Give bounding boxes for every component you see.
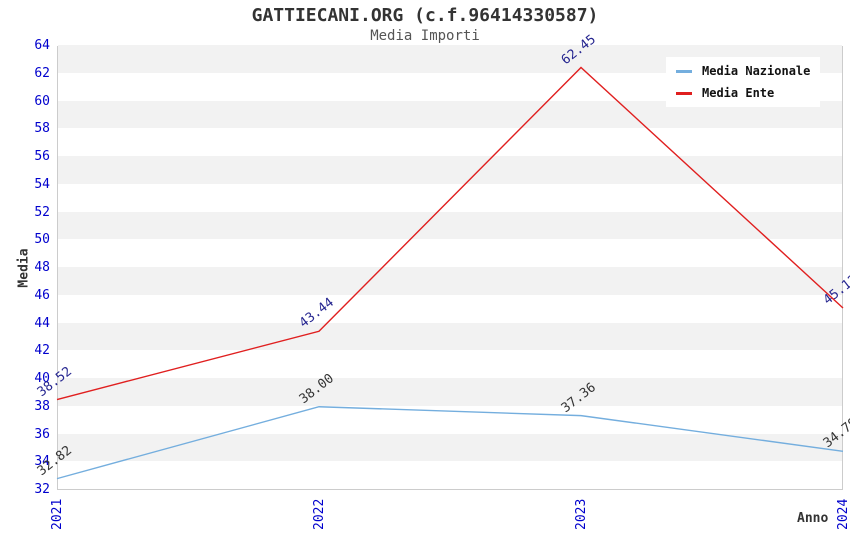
grid-band <box>58 267 842 295</box>
grid-band <box>58 378 842 406</box>
line-marker-icon <box>676 69 692 73</box>
legend-item-media-ente: Media Ente <box>676 86 810 100</box>
plot-area <box>57 45 843 490</box>
x-tick-label: 2023 <box>574 498 589 530</box>
y-tick-label: 46 <box>34 287 50 303</box>
grid-band <box>58 239 842 267</box>
legend-label: Media Ente <box>702 86 775 100</box>
chart-subtitle: Media Importi <box>370 28 480 44</box>
chart-title: GATTIECANI.ORG (c.f.96414330587) <box>251 5 599 26</box>
grid-band <box>58 183 842 212</box>
y-tick-label: 50 <box>34 232 50 248</box>
grid-band <box>58 211 842 240</box>
line-marker-icon <box>676 91 692 95</box>
grid-band <box>58 405 842 434</box>
x-axis-label: Anno <box>797 511 829 526</box>
legend: Media Nazionale Media Ente <box>666 57 821 107</box>
legend-item-media-nazionale: Media Nazionale <box>676 64 810 78</box>
y-tick-label: 42 <box>34 343 50 359</box>
y-tick-label: 36 <box>34 426 50 442</box>
y-tick-label: 38 <box>34 398 50 414</box>
x-tick-label: 2022 <box>312 498 327 530</box>
y-tick-label: 48 <box>34 260 50 275</box>
x-tick-label: 2024 <box>836 498 850 530</box>
y-tick-label: 60 <box>34 93 50 109</box>
y-tick-label: 56 <box>34 149 50 164</box>
y-tick-label: 52 <box>34 204 50 220</box>
y-tick-label: 40 <box>34 371 50 386</box>
grid-band <box>58 322 842 351</box>
y-tick-label: 44 <box>34 315 50 331</box>
grid-band <box>58 294 842 323</box>
y-tick-label: 64 <box>34 38 50 53</box>
x-tick-label: 2021 <box>50 498 65 530</box>
grid-band <box>58 461 842 489</box>
y-tick-label: 62 <box>34 65 50 81</box>
grid-band <box>58 128 842 156</box>
y-tick-label: 54 <box>34 176 50 192</box>
legend-label: Media Nazionale <box>702 64 811 78</box>
grid-band <box>58 156 842 184</box>
y-tick-label: 32 <box>34 482 50 497</box>
grid-band <box>58 350 842 378</box>
grid-band <box>58 433 842 462</box>
y-tick-label: 34 <box>34 454 50 470</box>
y-tick-label: 58 <box>34 121 50 137</box>
